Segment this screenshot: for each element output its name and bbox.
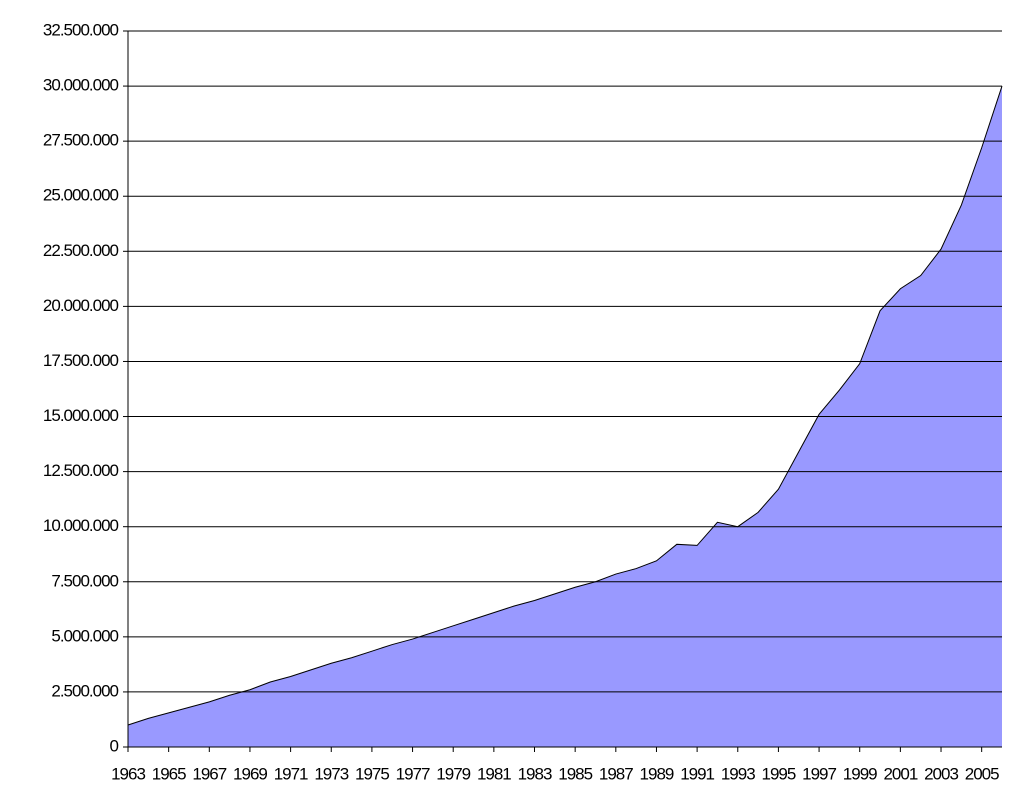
- x-tick-label: 1987: [599, 764, 633, 783]
- y-tick-label: 30.000.000: [43, 76, 119, 95]
- x-tick-label: 1991: [680, 764, 714, 783]
- x-tick-label: 1985: [558, 764, 592, 783]
- y-tick-label: 22.500.000: [43, 241, 119, 260]
- x-tick-label: 2005: [965, 764, 999, 783]
- x-tick-label: 1979: [436, 764, 470, 783]
- y-tick-label: 32.500.000: [43, 20, 119, 39]
- y-tick-label: 25.000.000: [43, 186, 119, 205]
- x-tick-label: 1989: [640, 764, 674, 783]
- x-tick-label: 1971: [274, 764, 308, 783]
- x-tick-label: 1997: [802, 764, 836, 783]
- y-tick-label: 15.000.000: [43, 406, 119, 425]
- x-tick-label: 1999: [843, 764, 877, 783]
- y-tick-label: 2.500.000: [51, 681, 118, 700]
- y-tick-label: 5.000.000: [51, 626, 118, 645]
- x-tick-label: 1977: [396, 764, 430, 783]
- x-tick-label: 1975: [355, 764, 389, 783]
- area-line: [127, 85, 1003, 726]
- x-tick-label: 2003: [924, 764, 958, 783]
- x-tick-label: 1995: [762, 764, 796, 783]
- y-tick-label: 7.500.000: [51, 571, 118, 590]
- x-tick-label: 1969: [233, 764, 267, 783]
- x-tick-label: 1965: [152, 764, 186, 783]
- y-tick-label: 10.000.000: [43, 516, 119, 535]
- x-tick-label: 1973: [314, 764, 348, 783]
- x-tick-label: 1981: [477, 764, 511, 783]
- x-tick-label: 2001: [883, 764, 917, 783]
- y-tick-label: 12.500.000: [43, 461, 119, 480]
- y-tick-label: 17.500.000: [43, 351, 119, 370]
- y-tick-label: 20.000.000: [43, 296, 119, 315]
- x-tick-label: 1983: [518, 764, 552, 783]
- x-tick-label: 1967: [192, 764, 226, 783]
- x-tick-label: 1963: [111, 764, 145, 783]
- y-tick-label: 27.500.000: [43, 131, 119, 150]
- y-tick-label: 0: [110, 736, 119, 755]
- x-tick-label: 1993: [721, 764, 755, 783]
